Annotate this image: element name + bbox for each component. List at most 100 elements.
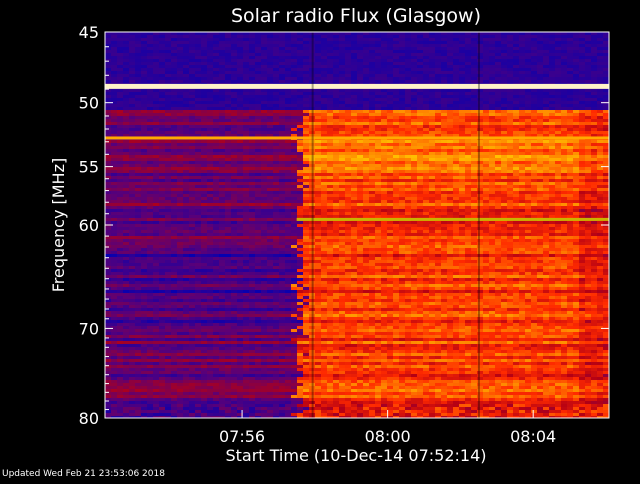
heatmap-cell [285,194,292,198]
heatmap-cell [501,107,508,111]
heatmap-cell [579,32,586,36]
heatmap-cell [435,89,442,93]
heatmap-cell [459,35,466,39]
heatmap-cell [567,110,574,114]
heatmap-cell [201,152,208,156]
heatmap-cell [165,203,172,207]
heatmap-cell [351,149,358,153]
heatmap-cell [183,32,190,36]
heatmap-cell [135,59,142,63]
heatmap-cell [561,176,568,180]
heatmap-cell [141,77,148,81]
heatmap-cell [171,59,178,63]
heatmap-cell [597,89,604,93]
heatmap-cell [117,68,124,72]
heatmap-cell [303,65,310,69]
heatmap-cell [231,65,238,69]
heatmap-cell [387,146,394,150]
heatmap-cell [159,101,166,105]
heatmap-cell [477,119,484,123]
heatmap-cell [435,41,442,45]
heatmap-cell [471,125,478,129]
heatmap-cell [219,158,226,162]
heatmap-cell [183,155,190,159]
heatmap-cell [459,203,466,207]
heatmap-cell [339,125,346,129]
heatmap-cell [321,149,328,153]
heatmap-cell [315,41,322,45]
heatmap-cell [207,74,214,78]
heatmap-cell [291,143,298,147]
heatmap-cell [219,122,226,126]
heatmap-cell [561,104,568,108]
heatmap-cell [303,110,310,114]
heatmap-cell [549,65,556,69]
heatmap-cell [381,110,388,114]
heatmap-cell [291,104,298,108]
heatmap-cell [309,77,316,81]
heatmap-cell [423,104,430,108]
heatmap-cell [447,134,454,138]
heatmap-cell [525,179,532,183]
heatmap-cell [447,182,454,186]
heatmap-cell [219,146,226,150]
heatmap-cell [585,146,592,150]
heatmap-cell [435,74,442,78]
heatmap-cell [555,71,562,75]
heatmap-cell [501,32,508,36]
heatmap-cell [297,158,304,162]
heatmap-cell [429,80,436,84]
heatmap-cell [165,209,172,213]
heatmap-cell [375,56,382,60]
heatmap-cell [357,47,364,51]
heatmap-cell [603,200,609,204]
heatmap-cell [291,44,298,48]
heatmap-cell [453,188,460,192]
heatmap-cell [231,182,238,186]
heatmap-cell [333,200,340,204]
heatmap-cell [381,143,388,147]
heatmap-cell [129,98,136,102]
heatmap-cell [159,197,166,201]
heatmap-cell [579,95,586,99]
heatmap-cell [231,89,238,93]
heatmap-cell [519,134,526,138]
heatmap-cell [423,194,430,198]
heatmap-cell [579,200,586,204]
heatmap-cell [369,164,376,168]
heatmap-cell [279,191,286,195]
heatmap-cell [477,152,484,156]
heatmap-cell [603,116,609,120]
heatmap-cell [309,41,316,45]
heatmap-cell [327,176,334,180]
heatmap-cell [273,155,280,159]
heatmap-cell [429,116,436,120]
heatmap-cell [183,65,190,69]
heatmap-cell [357,98,364,102]
heatmap-cell [531,56,538,60]
heatmap-cell [507,119,514,123]
heatmap-cell [429,35,436,39]
heatmap-cell [495,41,502,45]
heatmap-cell [303,53,310,57]
heatmap-cell [393,173,400,177]
heatmap-cell [165,113,172,117]
heatmap-cell [525,170,532,174]
heatmap-cell [393,140,400,144]
heatmap-cell [117,191,124,195]
heatmap-cell [393,146,400,150]
heatmap-cell [567,206,574,210]
heatmap-cell [477,158,484,162]
heatmap-cell [243,191,250,195]
heatmap-cell [183,161,190,165]
heatmap-cell [423,95,430,99]
heatmap-cell [279,53,286,57]
heatmap-cell [135,182,142,186]
heatmap-cell [441,98,448,102]
heatmap-cell [225,107,232,111]
heatmap-cell [519,101,526,105]
heatmap-cell [393,128,400,132]
heatmap-cell [567,164,574,168]
heatmap-cell [327,41,334,45]
heatmap-cell [381,41,388,45]
